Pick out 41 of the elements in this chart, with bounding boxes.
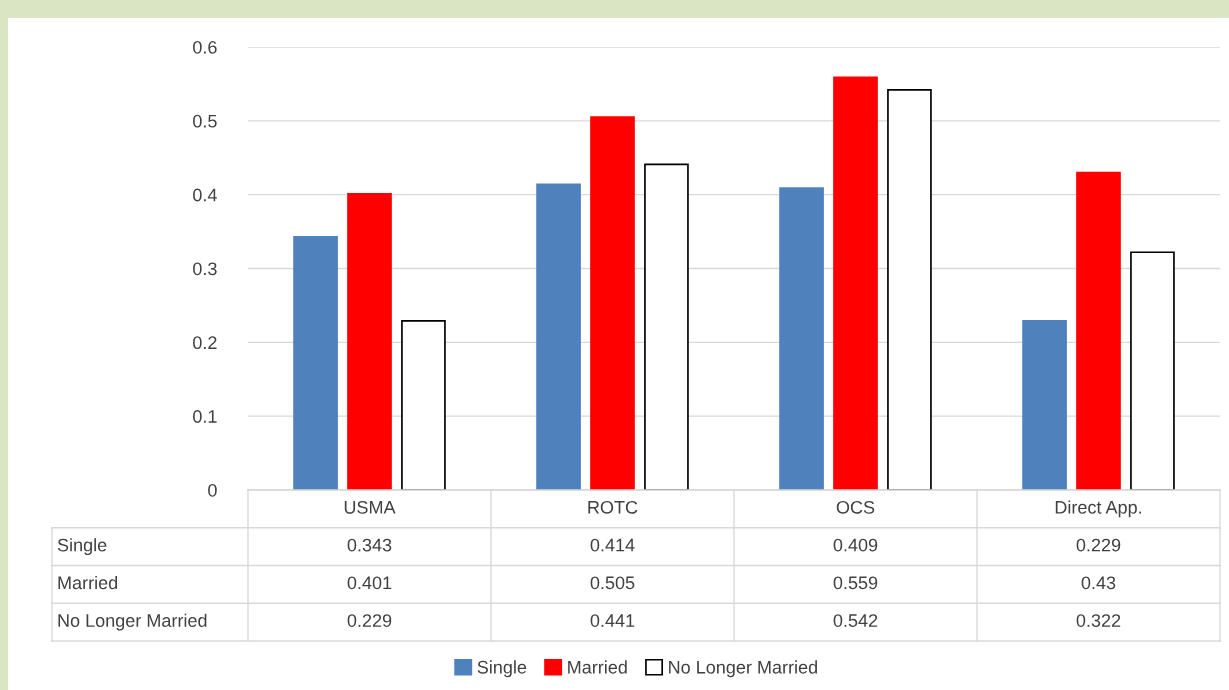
bar	[833, 76, 878, 490]
x-tick-label: Direct App.	[1055, 500, 1142, 518]
y-tick-label: 0.5	[193, 114, 217, 128]
bar	[1022, 320, 1067, 490]
data-label: 0.401	[347, 576, 392, 590]
y-tick-label: 0.3	[193, 262, 217, 276]
x-tick-label: OCS	[836, 500, 875, 514]
bar	[401, 320, 446, 490]
bar	[293, 235, 338, 490]
legend-label: Married	[568, 660, 627, 674]
data-label: 0.414	[590, 538, 635, 552]
data-label: 0.343	[347, 538, 392, 552]
bar	[779, 187, 824, 490]
y-tick-label: 0.2	[193, 336, 217, 350]
legend-label: No Longer Married	[669, 660, 817, 678]
data-label: 0.542	[833, 614, 878, 627]
x-tick-label: USMA	[344, 500, 396, 514]
text: Single	[57, 538, 107, 556]
data-label: 0.229	[1076, 538, 1121, 552]
data-label: 0.441	[590, 614, 635, 627]
text: Married	[58, 575, 118, 590]
y-tick-label: 0	[208, 483, 217, 497]
data-label: 0.322	[1076, 614, 1121, 627]
bar	[1130, 251, 1175, 490]
legend-label: Single	[477, 660, 527, 678]
y-tick-label: 0.1	[193, 410, 217, 423]
data-label: 0.43	[1081, 576, 1116, 590]
y-tick-label: 0.4	[193, 188, 217, 202]
data-label: 0.229	[347, 614, 392, 627]
data-label: 0.505	[590, 576, 635, 590]
text: No Longer Married	[58, 613, 207, 631]
x-tick-label: ROTC	[588, 500, 638, 514]
bar	[644, 163, 689, 490]
data-label: 0.559	[833, 576, 878, 590]
bar	[1076, 171, 1121, 490]
y-tick-label: 0.6	[193, 40, 217, 54]
data-label: 0.409	[833, 538, 878, 552]
bar	[347, 193, 392, 490]
bar	[887, 88, 932, 490]
bar	[536, 183, 581, 490]
bar	[590, 116, 635, 490]
